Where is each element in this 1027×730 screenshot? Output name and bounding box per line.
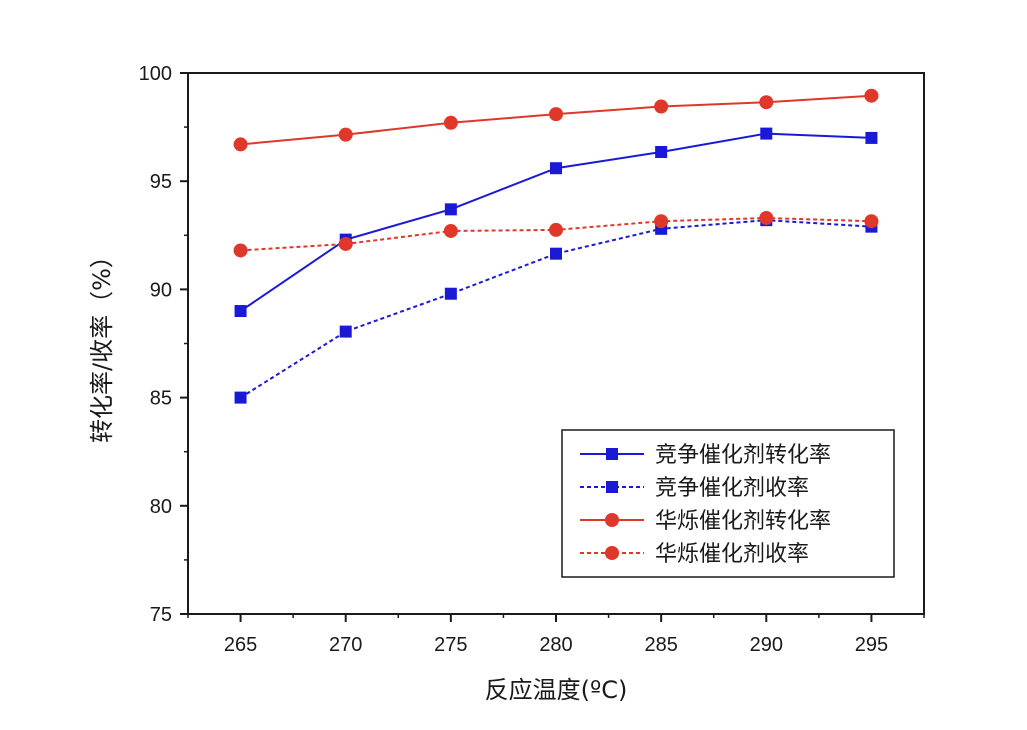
data-point <box>338 127 353 142</box>
legend-label: 竞争催化剂转化率 <box>655 443 831 468</box>
data-point <box>338 236 353 251</box>
x-tick-label: 280 <box>539 634 572 656</box>
y-tick-label: 85 <box>150 388 172 410</box>
x-tick-label: 285 <box>644 634 677 656</box>
data-point <box>864 214 879 229</box>
data-point <box>655 145 668 158</box>
data-point <box>549 222 563 237</box>
data-point <box>654 99 669 114</box>
data-point <box>760 127 773 140</box>
data-point <box>339 325 352 338</box>
x-tick-label: 270 <box>329 634 362 656</box>
data-point <box>444 203 457 216</box>
y-tick-label: 90 <box>150 279 172 301</box>
data-point <box>550 162 562 175</box>
x-tick-label: 265 <box>224 634 257 656</box>
legend-label: 华烁催化剂收率 <box>655 542 809 567</box>
y-tick-label: 100 <box>139 63 172 85</box>
x-tick-label: 290 <box>750 634 783 656</box>
y-axis-title: 转化率/收率（%） <box>88 244 116 443</box>
data-point <box>864 88 879 103</box>
x-tick-label: 275 <box>434 634 467 656</box>
data-point <box>759 210 774 225</box>
y-tick-label: 95 <box>150 171 172 193</box>
data-point <box>444 287 457 300</box>
data-point <box>233 137 248 152</box>
data-point <box>443 223 458 238</box>
legend-marker <box>605 513 619 527</box>
data-point <box>443 115 458 130</box>
legend-label: 竞争催化剂收率 <box>655 476 809 501</box>
legend-marker <box>605 546 619 560</box>
series-line <box>240 132 872 312</box>
y-tick-label: 75 <box>150 604 172 626</box>
legend-marker <box>606 448 618 460</box>
chart-marks <box>233 88 879 404</box>
data-point <box>233 243 248 258</box>
legend-marker <box>606 481 618 493</box>
data-point <box>550 247 562 260</box>
y-axis: 75 80 85 90 95 100 <box>139 63 188 626</box>
data-point <box>865 131 878 144</box>
data-point <box>759 95 774 110</box>
x-axis-title: 反应温度(ºC) <box>485 676 628 704</box>
data-point <box>549 107 563 122</box>
data-point <box>234 391 247 404</box>
x-tick-label: 295 <box>855 634 888 656</box>
data-point <box>234 305 247 318</box>
x-axis: 265 270 275 280 285 290 295 <box>187 614 925 656</box>
legend-label: 华烁催化剂转化率 <box>655 509 831 534</box>
data-point <box>654 214 669 229</box>
y-tick-label: 80 <box>150 496 172 518</box>
